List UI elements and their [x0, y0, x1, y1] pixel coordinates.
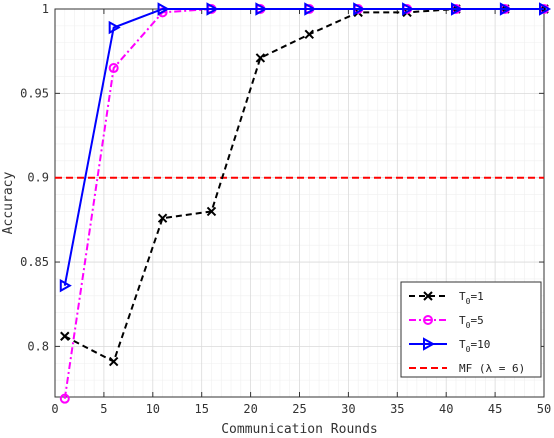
triangle-marker — [423, 337, 436, 351]
x-marker — [423, 291, 433, 301]
y-axis-label: Accuracy — [1, 172, 16, 235]
x-marker — [108, 356, 119, 367]
x-axis-label: Communication Rounds — [221, 422, 378, 437]
legend-box — [400, 281, 542, 378]
legend-label: T0=5 — [459, 314, 484, 330]
x-tick-label: 5 — [100, 402, 107, 416]
x-tick-label: 40 — [439, 402, 453, 416]
circle-marker — [59, 393, 70, 404]
x-tick-label: 0 — [51, 402, 58, 416]
x-marker — [255, 53, 266, 63]
legend-item: T0=5 — [409, 314, 484, 330]
x-tick-label: 50 — [537, 402, 551, 416]
y-tick-label: 0.8 — [27, 339, 49, 353]
triangle-marker — [59, 278, 72, 293]
y-tick-label: 1 — [42, 2, 49, 16]
x-tick-label: 25 — [292, 402, 306, 416]
triangle-marker — [157, 2, 170, 16]
x-tick-label: 10 — [146, 402, 160, 416]
y-tick-label: 0.9 — [27, 171, 49, 185]
triangle-marker — [206, 2, 219, 16]
triangle-marker — [304, 2, 317, 16]
legend-item: T0=10 — [409, 337, 490, 354]
legend-item: MF (λ = 6) — [409, 362, 525, 375]
legend: T0=1 T0=5 T0=10 MF (λ = 6) — [400, 281, 542, 378]
x-marker — [60, 331, 70, 341]
legend-item: T0=1 — [409, 290, 484, 306]
x-tick-label: 20 — [243, 402, 257, 416]
x-tick-label: 15 — [194, 402, 208, 416]
x-marker — [157, 213, 168, 223]
circle-marker — [108, 63, 119, 74]
legend-label: T0=10 — [459, 338, 490, 354]
circle-marker — [423, 315, 433, 325]
x-marker — [304, 29, 314, 40]
x-tick-label: 45 — [488, 402, 502, 416]
series-lines — [55, 2, 552, 404]
triangle-marker — [255, 2, 268, 16]
legend-label: MF (λ = 6) — [459, 362, 525, 375]
triangle-marker — [450, 2, 464, 16]
legend-label: T0=1 — [459, 290, 484, 306]
triangle-marker — [353, 2, 366, 16]
x-tick-label: 35 — [390, 402, 404, 416]
y-tick-label: 0.95 — [20, 86, 49, 100]
series-2 — [59, 2, 552, 293]
x-tick-label: 30 — [341, 402, 355, 416]
series-line — [63, 8, 544, 286]
triangle-marker — [108, 20, 121, 35]
triangle-marker — [499, 2, 512, 16]
x-marker — [206, 206, 217, 217]
triangle-marker — [539, 2, 552, 16]
y-tick-label: 0.85 — [20, 255, 49, 269]
triangle-marker — [402, 2, 415, 16]
